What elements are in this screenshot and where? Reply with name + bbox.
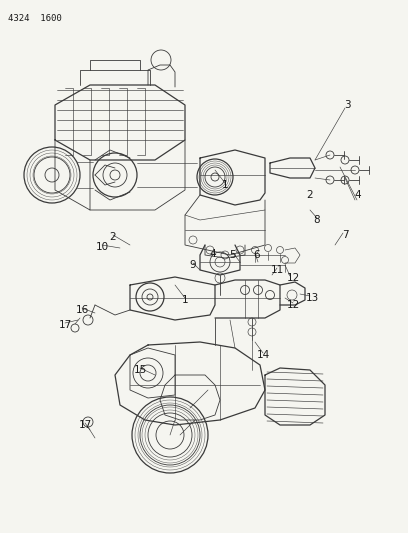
Text: 10: 10 — [95, 242, 109, 252]
Text: 11: 11 — [271, 265, 284, 275]
Text: 15: 15 — [133, 365, 146, 375]
Text: 17: 17 — [78, 420, 92, 430]
Text: 5: 5 — [230, 250, 236, 260]
Text: 12: 12 — [286, 300, 299, 310]
Text: 13: 13 — [305, 293, 319, 303]
Text: 8: 8 — [314, 215, 320, 225]
Text: 16: 16 — [75, 305, 89, 315]
Text: 6: 6 — [254, 250, 260, 260]
Text: 7: 7 — [341, 230, 348, 240]
Text: 9: 9 — [190, 260, 196, 270]
Text: 2: 2 — [110, 232, 116, 242]
Text: 3: 3 — [344, 100, 350, 110]
Text: 17: 17 — [58, 320, 72, 330]
Text: 14: 14 — [256, 350, 270, 360]
Text: 4: 4 — [355, 190, 361, 200]
Text: 4: 4 — [210, 249, 216, 259]
Text: 2: 2 — [307, 190, 313, 200]
Text: 4324  1600: 4324 1600 — [8, 14, 62, 23]
Text: 12: 12 — [286, 273, 299, 283]
Text: 1: 1 — [182, 295, 188, 305]
Text: 1: 1 — [222, 180, 228, 190]
